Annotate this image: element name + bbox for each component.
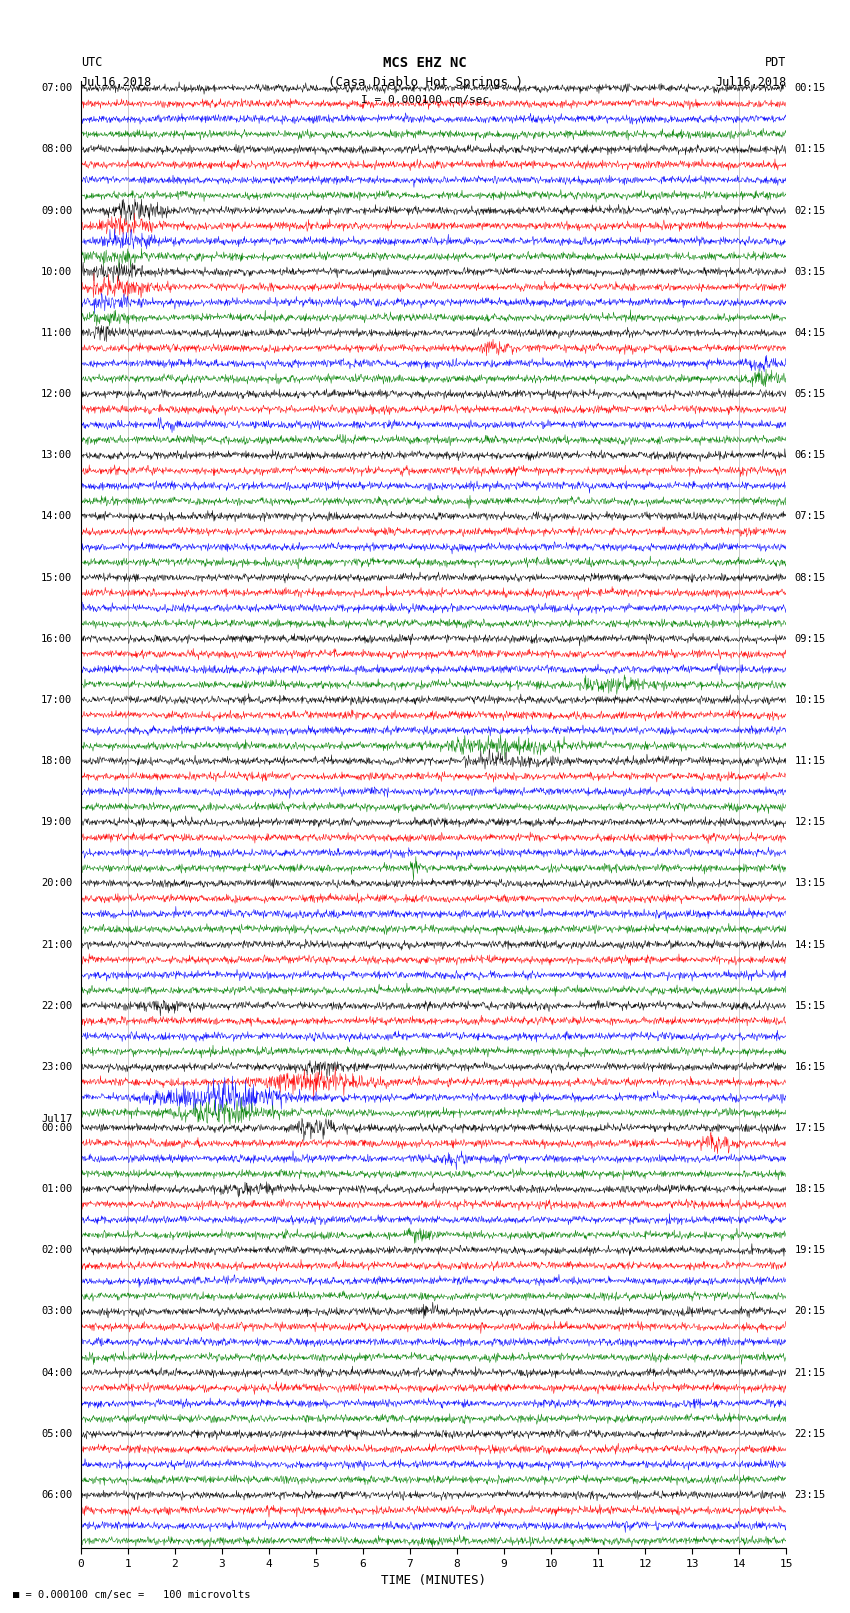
Text: 06:00: 06:00: [41, 1490, 72, 1500]
Text: 07:15: 07:15: [795, 511, 826, 521]
Text: 00:00: 00:00: [41, 1123, 72, 1132]
Text: 06:15: 06:15: [795, 450, 826, 460]
Text: 21:00: 21:00: [41, 939, 72, 950]
Text: 22:15: 22:15: [795, 1429, 826, 1439]
Text: Jul16,2018: Jul16,2018: [81, 76, 152, 89]
Text: 08:15: 08:15: [795, 573, 826, 582]
Text: 05:15: 05:15: [795, 389, 826, 398]
Text: 03:15: 03:15: [795, 266, 826, 277]
Text: 20:00: 20:00: [41, 879, 72, 889]
Text: Jul16,2018: Jul16,2018: [715, 76, 786, 89]
Text: 19:00: 19:00: [41, 818, 72, 827]
Text: 04:00: 04:00: [41, 1368, 72, 1378]
Text: 11:15: 11:15: [795, 756, 826, 766]
Text: (Casa Diablo Hot Springs ): (Casa Diablo Hot Springs ): [327, 76, 523, 89]
Text: 15:15: 15:15: [795, 1000, 826, 1011]
Text: 13:15: 13:15: [795, 879, 826, 889]
Text: 12:00: 12:00: [41, 389, 72, 398]
Text: 19:15: 19:15: [795, 1245, 826, 1255]
Text: 01:15: 01:15: [795, 145, 826, 155]
Text: 10:15: 10:15: [795, 695, 826, 705]
Text: 12:15: 12:15: [795, 818, 826, 827]
Text: 07:00: 07:00: [41, 84, 72, 94]
X-axis label: TIME (MINUTES): TIME (MINUTES): [381, 1574, 486, 1587]
Text: 02:00: 02:00: [41, 1245, 72, 1255]
Text: MCS EHZ NC: MCS EHZ NC: [383, 56, 467, 71]
Text: UTC: UTC: [81, 56, 102, 69]
Text: 23:15: 23:15: [795, 1490, 826, 1500]
Text: ■ = 0.000100 cm/sec =   100 microvolts: ■ = 0.000100 cm/sec = 100 microvolts: [13, 1590, 250, 1600]
Text: 05:00: 05:00: [41, 1429, 72, 1439]
Text: PDT: PDT: [765, 56, 786, 69]
Text: 21:15: 21:15: [795, 1368, 826, 1378]
Text: 20:15: 20:15: [795, 1307, 826, 1316]
Text: 22:00: 22:00: [41, 1000, 72, 1011]
Text: 23:00: 23:00: [41, 1061, 72, 1073]
Text: 16:00: 16:00: [41, 634, 72, 644]
Text: 08:00: 08:00: [41, 145, 72, 155]
Text: 18:15: 18:15: [795, 1184, 826, 1194]
Text: 00:15: 00:15: [795, 84, 826, 94]
Text: 02:15: 02:15: [795, 205, 826, 216]
Text: 03:00: 03:00: [41, 1307, 72, 1316]
Text: 10:00: 10:00: [41, 266, 72, 277]
Text: 17:15: 17:15: [795, 1123, 826, 1132]
Text: 17:00: 17:00: [41, 695, 72, 705]
Text: 16:15: 16:15: [795, 1061, 826, 1073]
Text: 04:15: 04:15: [795, 327, 826, 339]
Text: 11:00: 11:00: [41, 327, 72, 339]
Text: 09:15: 09:15: [795, 634, 826, 644]
Text: 09:00: 09:00: [41, 205, 72, 216]
Text: 18:00: 18:00: [41, 756, 72, 766]
Text: 01:00: 01:00: [41, 1184, 72, 1194]
Text: 14:00: 14:00: [41, 511, 72, 521]
Text: 15:00: 15:00: [41, 573, 72, 582]
Text: 13:00: 13:00: [41, 450, 72, 460]
Text: 14:15: 14:15: [795, 939, 826, 950]
Text: Jul17: Jul17: [41, 1115, 72, 1124]
Text: I = 0.000100 cm/sec: I = 0.000100 cm/sec: [361, 95, 489, 105]
